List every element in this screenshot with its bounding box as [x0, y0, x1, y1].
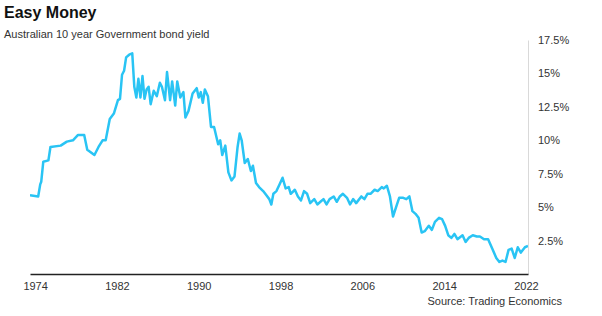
y-tick: 7.5%	[528, 168, 563, 180]
y-tick-label: 2.5%	[538, 235, 563, 247]
x-tick: 1998	[269, 274, 293, 292]
x-axis: 1974 1982 1990 1998 2006 2014 2022	[23, 274, 538, 292]
y-tick: 5%	[528, 201, 554, 213]
y-tick: 2.5%	[528, 235, 563, 247]
x-tick-label: 2022	[514, 280, 538, 292]
x-tick: 2022	[514, 274, 538, 292]
chart: Easy Money Australian 10 year Government …	[0, 0, 602, 316]
y-tick: 10%	[528, 134, 560, 146]
y-tick: 17.5%	[528, 34, 569, 46]
x-tick-label: 2006	[351, 280, 375, 292]
subtitle: Australian 10 year Government bond yield	[4, 28, 209, 40]
yield-line	[30, 53, 528, 262]
x-tick-label: 2014	[432, 280, 456, 292]
y-tick-label: 10%	[538, 134, 560, 146]
x-tick-label: 1974	[23, 280, 47, 292]
y-tick: 15%	[528, 67, 560, 79]
x-axis-line	[31, 274, 529, 276]
y-tick-label: 17.5%	[538, 34, 569, 46]
x-tick: 1990	[187, 274, 211, 292]
y-axis: 2.5% 5% 7.5% 10% 12.5% 15% 17.5%	[528, 34, 569, 274]
source: Source: Trading Economics	[427, 295, 562, 307]
plot-area	[30, 53, 528, 262]
x-tick: 1982	[105, 274, 129, 292]
y-tick-label: 5%	[538, 201, 554, 213]
x-tick: 2014	[432, 274, 456, 292]
x-tick: 2006	[351, 274, 375, 292]
y-tick-label: 15%	[538, 67, 560, 79]
x-tick-label: 1982	[105, 280, 129, 292]
y-tick-label: 7.5%	[538, 168, 563, 180]
title: Easy Money	[4, 4, 97, 21]
y-tick: 12.5%	[528, 101, 569, 113]
x-tick-label: 1998	[269, 280, 293, 292]
y-axis-line	[528, 41, 529, 275]
x-tick: 1974	[23, 274, 47, 292]
x-tick-label: 1990	[187, 280, 211, 292]
y-tick-label: 12.5%	[538, 101, 569, 113]
